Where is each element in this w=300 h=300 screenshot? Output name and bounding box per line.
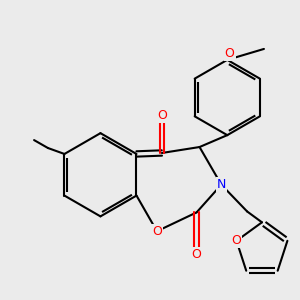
Text: N: N (217, 178, 226, 191)
Text: O: O (152, 225, 162, 238)
Text: O: O (157, 109, 167, 122)
Text: O: O (192, 248, 202, 260)
Text: O: O (232, 234, 242, 247)
Text: O: O (225, 47, 235, 60)
